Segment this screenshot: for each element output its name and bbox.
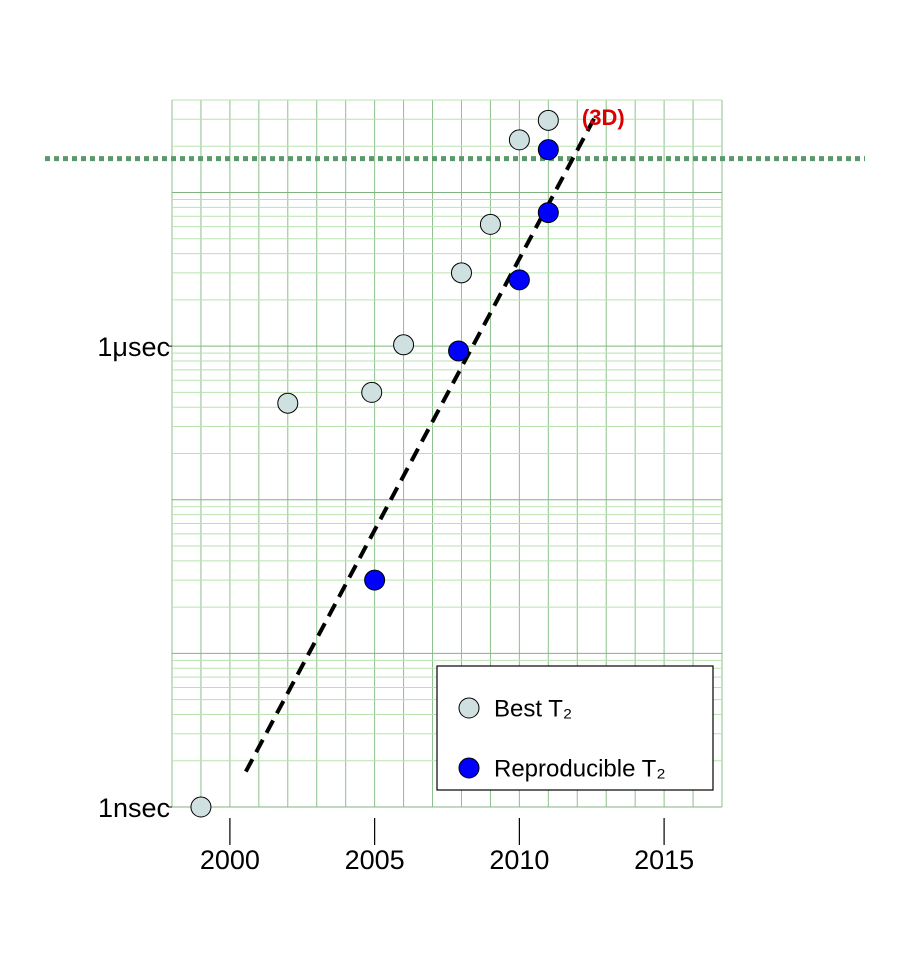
data-point — [537, 139, 559, 161]
x-tick-label: 2000 — [200, 845, 260, 875]
data-point — [537, 109, 559, 131]
data-point — [393, 334, 415, 356]
y-tick-label: 1μsec — [97, 332, 170, 362]
annotation: (3D) — [582, 105, 625, 130]
data-point — [364, 569, 386, 591]
x-tick-label: 2010 — [489, 845, 549, 875]
legend-label: Best T₂ — [494, 695, 572, 722]
data-point — [508, 269, 530, 291]
x-tick-label: 2015 — [634, 845, 694, 875]
data-point — [479, 213, 501, 235]
data-point — [190, 796, 212, 818]
legend-label: Reproducible T₂ — [494, 755, 666, 782]
legend-marker — [458, 697, 480, 719]
legend-box — [436, 665, 714, 791]
legend: Best T₂ Reproducible T₂ — [436, 665, 714, 791]
data-point — [537, 202, 559, 224]
data-point — [450, 262, 472, 284]
data-point — [508, 129, 530, 151]
data-point — [277, 392, 299, 414]
data-point — [448, 340, 470, 362]
trend-line — [244, 113, 598, 773]
y-tick-label: 1nsec — [98, 793, 170, 823]
data-point — [361, 381, 383, 403]
x-tick-label: 2005 — [345, 845, 405, 875]
legend-marker — [458, 757, 480, 779]
